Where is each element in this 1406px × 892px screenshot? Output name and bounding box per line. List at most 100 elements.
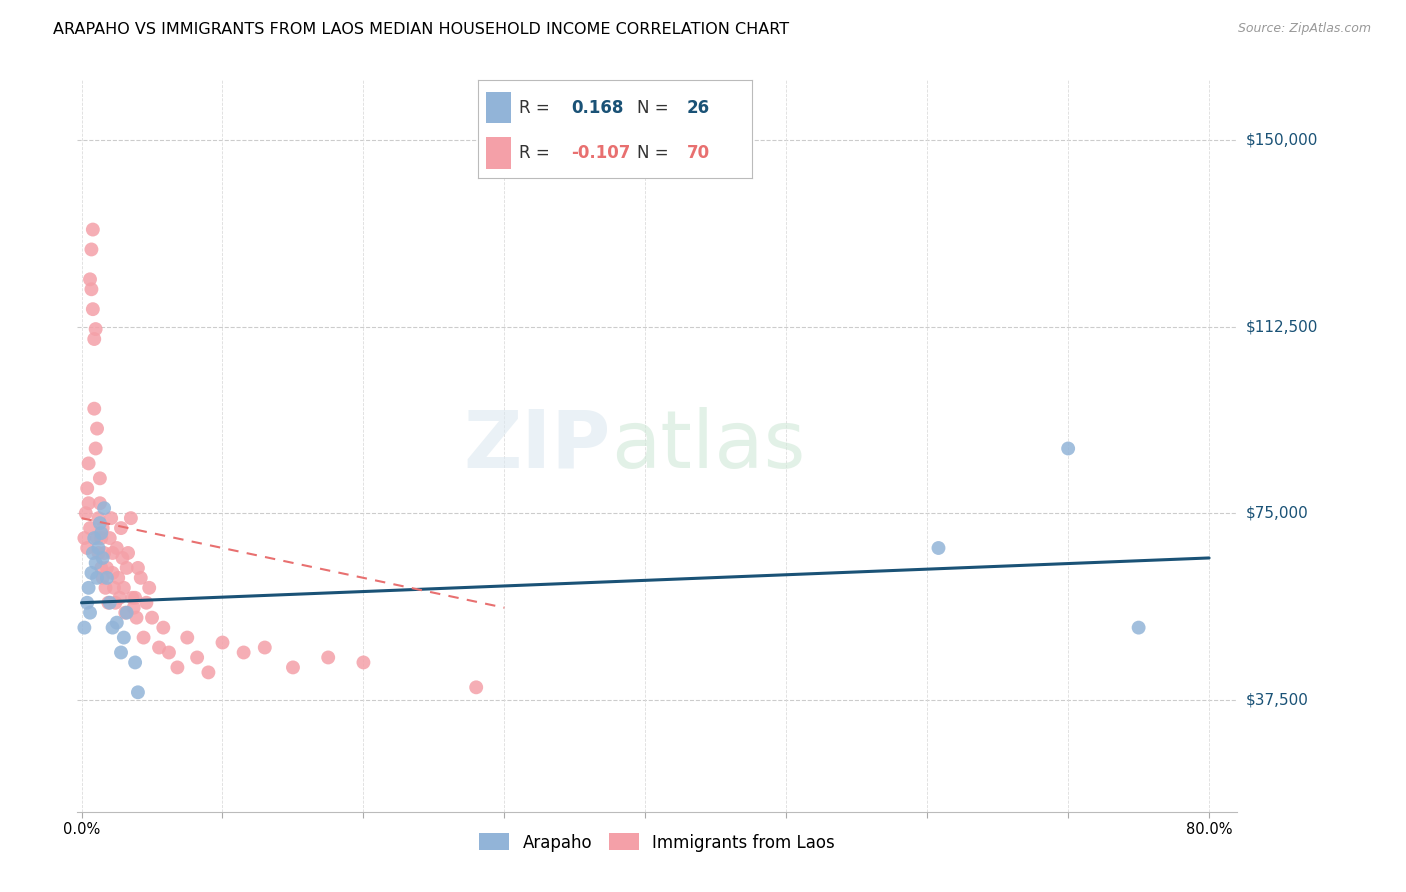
- Text: atlas: atlas: [612, 407, 806, 485]
- Point: [166, 660, 188, 674]
- Point: [101, 621, 124, 635]
- Point: [87, 511, 110, 525]
- Point: [91, 551, 114, 566]
- Point: [90, 561, 112, 575]
- Point: [79, 606, 101, 620]
- Point: [94, 581, 117, 595]
- Text: Source: ZipAtlas.com: Source: ZipAtlas.com: [1237, 22, 1371, 36]
- Point: [86, 421, 108, 435]
- Point: [80, 243, 103, 257]
- Point: [98, 596, 121, 610]
- Point: [135, 596, 157, 610]
- Point: [77, 581, 100, 595]
- Point: [108, 591, 131, 605]
- Point: [110, 645, 132, 659]
- Point: [1057, 442, 1080, 456]
- Point: [100, 511, 122, 525]
- Point: [281, 660, 304, 674]
- Text: $112,500: $112,500: [1246, 319, 1317, 334]
- Point: [86, 531, 108, 545]
- Text: $150,000: $150,000: [1246, 133, 1317, 147]
- Text: 26: 26: [686, 99, 710, 117]
- Point: [91, 571, 114, 585]
- Point: [77, 457, 100, 471]
- Point: [105, 615, 128, 630]
- Point: [90, 526, 112, 541]
- Point: [93, 546, 115, 560]
- Point: [83, 401, 105, 416]
- Point: [138, 581, 160, 595]
- Point: [232, 645, 254, 659]
- Point: [104, 596, 127, 610]
- Point: [77, 496, 100, 510]
- Point: [127, 685, 149, 699]
- Point: [211, 635, 233, 649]
- Point: [465, 681, 488, 695]
- Point: [87, 541, 110, 555]
- Point: [927, 541, 949, 555]
- Bar: [486, 137, 510, 169]
- Point: [112, 631, 135, 645]
- Text: ZIP: ZIP: [464, 407, 612, 485]
- Point: [96, 571, 118, 585]
- Text: 70: 70: [686, 144, 710, 161]
- Point: [98, 531, 121, 545]
- Text: ARAPAHO VS IMMIGRANTS FROM LAOS MEDIAN HOUSEHOLD INCOME CORRELATION CHART: ARAPAHO VS IMMIGRANTS FROM LAOS MEDIAN H…: [53, 22, 790, 37]
- Point: [124, 656, 146, 670]
- Point: [122, 600, 145, 615]
- Point: [83, 531, 105, 545]
- Point: [89, 496, 111, 510]
- Point: [75, 506, 97, 520]
- Point: [105, 541, 128, 555]
- Point: [79, 521, 101, 535]
- Text: 0.168: 0.168: [571, 99, 624, 117]
- Point: [83, 332, 105, 346]
- Bar: [486, 92, 510, 123]
- Point: [84, 322, 107, 336]
- Text: R =: R =: [519, 99, 550, 117]
- Point: [157, 645, 180, 659]
- Point: [124, 591, 146, 605]
- Point: [73, 621, 96, 635]
- Point: [132, 631, 155, 645]
- Point: [148, 640, 170, 655]
- Point: [253, 640, 276, 655]
- Point: [112, 581, 135, 595]
- Point: [89, 516, 111, 530]
- Point: [93, 501, 115, 516]
- Text: $75,000: $75,000: [1246, 506, 1309, 521]
- Point: [129, 571, 152, 585]
- Point: [176, 631, 198, 645]
- Point: [120, 511, 142, 525]
- Point: [86, 571, 108, 585]
- Point: [125, 610, 148, 624]
- Point: [152, 621, 174, 635]
- Text: -0.107: -0.107: [571, 144, 631, 161]
- Point: [1128, 621, 1150, 635]
- Text: R =: R =: [519, 144, 550, 161]
- Point: [79, 272, 101, 286]
- Point: [91, 521, 114, 535]
- Point: [127, 561, 149, 575]
- Point: [90, 531, 112, 545]
- Point: [115, 606, 138, 620]
- Point: [76, 481, 98, 495]
- Point: [103, 581, 125, 595]
- Point: [84, 556, 107, 570]
- Point: [89, 471, 111, 485]
- Point: [115, 561, 138, 575]
- Point: [82, 302, 104, 317]
- Point: [111, 551, 134, 566]
- Text: N =: N =: [637, 99, 669, 117]
- Point: [82, 222, 104, 236]
- Point: [352, 656, 374, 670]
- Text: N =: N =: [637, 144, 669, 161]
- Text: $37,500: $37,500: [1246, 692, 1309, 707]
- Point: [80, 566, 103, 580]
- Point: [101, 546, 124, 560]
- Point: [96, 561, 118, 575]
- Point: [186, 650, 208, 665]
- Point: [107, 571, 129, 585]
- Point: [101, 566, 124, 580]
- Point: [73, 531, 96, 545]
